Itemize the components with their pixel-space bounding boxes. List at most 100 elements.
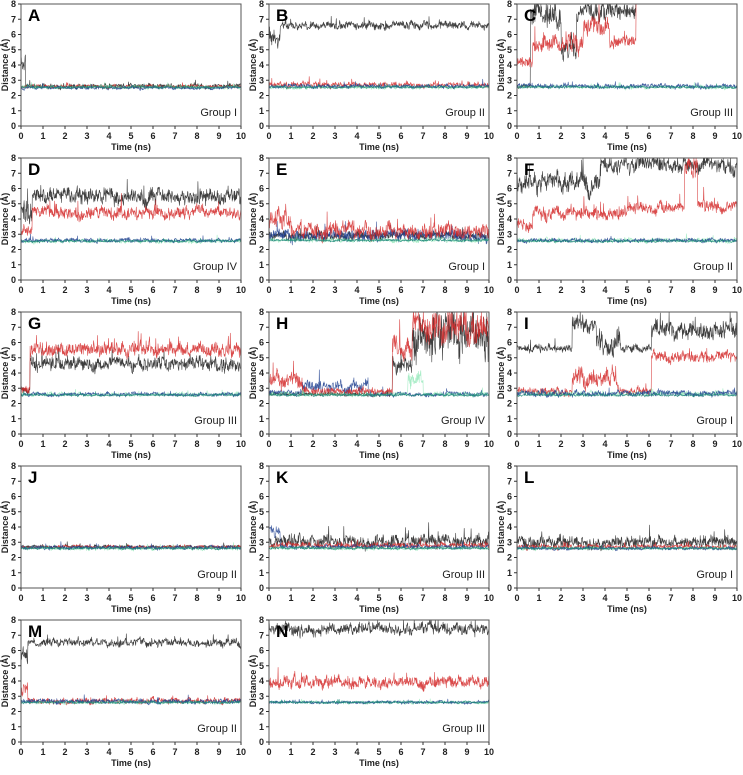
x-tick-label: 0 <box>514 439 519 449</box>
x-tick-label: 8 <box>194 593 199 603</box>
x-tick-label: 10 <box>484 285 494 295</box>
y-tick-label: 6 <box>11 646 16 656</box>
x-tick-label: 10 <box>484 131 494 141</box>
y-tick-label: 2 <box>11 707 16 717</box>
y-tick-label: 7 <box>259 322 264 332</box>
y-tick-label: 4 <box>507 368 512 378</box>
panel-letter: H <box>276 314 288 333</box>
y-tick-label: 1 <box>507 106 512 116</box>
x-tick-label: 10 <box>732 439 742 449</box>
x-tick-label: 0 <box>514 593 519 603</box>
x-tick-label: 1 <box>288 131 293 141</box>
x-tick-label: 2 <box>62 285 67 295</box>
y-tick-label: 3 <box>11 75 16 85</box>
y-tick-label: 6 <box>507 338 512 348</box>
panel-letter: G <box>28 314 41 333</box>
x-tick-label: 3 <box>332 439 337 449</box>
y-tick-label: 8 <box>259 0 264 9</box>
y-tick-label: 0 <box>11 737 16 747</box>
x-tick-label: 3 <box>332 285 337 295</box>
x-tick-label: 4 <box>106 747 111 757</box>
x-axis-label: Time (ns) <box>359 296 399 306</box>
x-axis-label: Time (ns) <box>359 758 399 768</box>
x-tick-label: 8 <box>690 285 695 295</box>
x-tick-label: 3 <box>84 285 89 295</box>
y-tick-label: 6 <box>259 30 264 40</box>
series-line-teal <box>268 699 490 705</box>
group-label: Group I <box>696 415 733 427</box>
x-tick-label: 7 <box>668 285 673 295</box>
x-axis-label: Time (ns) <box>111 450 151 460</box>
series-line-black <box>516 311 738 358</box>
y-tick-label: 6 <box>507 30 512 40</box>
x-tick-label: 2 <box>62 439 67 449</box>
x-tick-label: 6 <box>150 747 155 757</box>
series-line-red <box>516 157 738 233</box>
y-tick-label: 8 <box>11 615 16 625</box>
x-tick-label: 0 <box>266 285 271 295</box>
x-tick-label: 6 <box>398 593 403 603</box>
y-tick-label: 2 <box>11 399 16 409</box>
x-tick-label: 6 <box>646 131 651 141</box>
group-label: Group I <box>448 261 485 273</box>
y-axis-label: Distance (Å) <box>248 347 258 400</box>
x-tick-label: 4 <box>106 593 111 603</box>
series-line-blue <box>20 82 242 91</box>
x-tick-label: 3 <box>332 747 337 757</box>
x-tick-label: 7 <box>668 593 673 603</box>
x-tick-label: 7 <box>668 439 673 449</box>
y-tick-label: 1 <box>507 260 512 270</box>
panel-plot: 0 1 2 3 4 5 6 7 8 0 1 2 3 4 5 6 7 8 9 10 Time (ns) Distance (… <box>0 615 246 768</box>
group-label: Group II <box>197 569 237 581</box>
group-label: Group III <box>194 415 237 427</box>
x-tick-label: 6 <box>398 439 403 449</box>
x-tick-label: 10 <box>236 593 246 603</box>
panel-plot: 0 1 2 3 4 5 6 7 8 0 1 2 3 4 5 6 7 8 9 10 Time (ns) Distance (… <box>0 153 246 306</box>
y-tick-label: 7 <box>11 14 16 24</box>
panel-letter: M <box>28 622 42 641</box>
plot-frame <box>20 465 242 589</box>
series-line-black <box>516 157 738 201</box>
y-tick-label: 2 <box>11 245 16 255</box>
y-tick-label: 8 <box>507 0 512 9</box>
x-tick-label: 7 <box>668 131 673 141</box>
series-line-teal <box>20 237 242 244</box>
x-tick-label: 2 <box>558 593 563 603</box>
x-tick-label: 8 <box>690 439 695 449</box>
x-tick-label: 7 <box>172 131 177 141</box>
x-tick-label: 0 <box>514 285 519 295</box>
x-axis-label: Time (ns) <box>111 296 151 306</box>
x-tick-label: 5 <box>128 747 133 757</box>
panel-a: 0 1 2 3 4 5 6 7 8 0 1 2 3 4 5 6 7 8 9 10 Time (ns) Distance (… <box>0 0 248 154</box>
y-axis-label: Distance (Å) <box>496 501 506 554</box>
y-tick-label: 6 <box>11 30 16 40</box>
x-tick-label: 3 <box>580 285 585 295</box>
y-tick-label: 7 <box>259 14 264 24</box>
x-tick-label: 8 <box>194 747 199 757</box>
panel-plot: 0 1 2 3 4 5 6 7 8 0 1 2 3 4 5 6 7 8 9 10 Time (ns) Distance (… <box>496 461 742 614</box>
x-tick-label: 4 <box>354 131 359 141</box>
y-tick-label: 7 <box>259 476 264 486</box>
x-tick-label: 6 <box>150 131 155 141</box>
y-tick-label: 3 <box>259 229 264 239</box>
x-tick-label: 8 <box>442 593 447 603</box>
panel-plot: 0 1 2 3 4 5 6 7 8 0 1 2 3 4 5 6 7 8 9 10 Time (ns) Distance (… <box>496 307 742 460</box>
y-tick-label: 3 <box>259 75 264 85</box>
y-tick-label: 8 <box>11 307 16 317</box>
series-line-teal <box>20 698 242 705</box>
x-tick-label: 4 <box>106 285 111 295</box>
panel-letter: A <box>28 6 40 25</box>
x-tick-label: 9 <box>216 285 221 295</box>
x-tick-label: 7 <box>172 593 177 603</box>
y-tick-label: 7 <box>11 476 16 486</box>
x-tick-label: 10 <box>484 593 494 603</box>
x-tick-label: 5 <box>128 593 133 603</box>
series-line-red <box>20 192 242 236</box>
x-tick-label: 3 <box>580 131 585 141</box>
x-tick-label: 7 <box>420 747 425 757</box>
y-tick-label: 4 <box>259 522 264 532</box>
x-tick-label: 10 <box>732 285 742 295</box>
y-tick-label: 7 <box>507 476 512 486</box>
y-tick-label: 2 <box>259 707 264 717</box>
y-tick-label: 5 <box>507 199 512 209</box>
